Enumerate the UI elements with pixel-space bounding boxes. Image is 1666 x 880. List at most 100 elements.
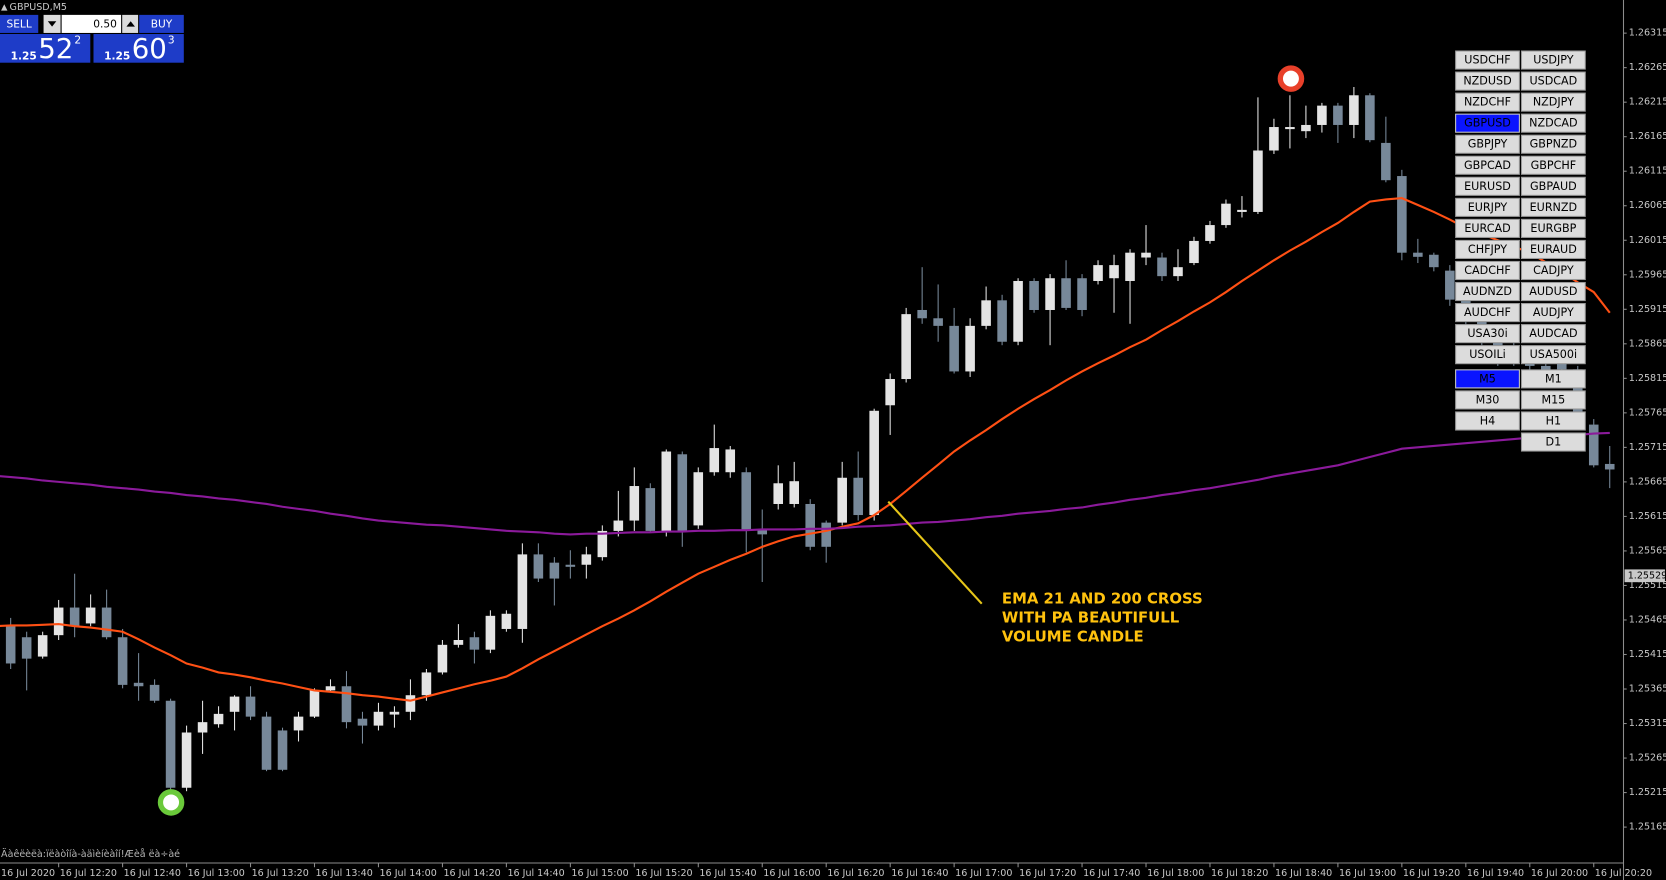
panel-button-label[interactable]: EURNZD — [1530, 201, 1577, 214]
panel-button[interactable] — [1520, 176, 1586, 196]
title-icon — [1, 4, 8, 11]
panel-button[interactable] — [1520, 134, 1586, 154]
panel-button[interactable] — [1455, 411, 1520, 431]
panel-button[interactable] — [1520, 71, 1586, 91]
ask-box[interactable] — [93, 34, 184, 63]
y-tick-label: 1.26015 — [1629, 235, 1666, 246]
panel-button[interactable] — [1455, 71, 1520, 91]
panel-button-label[interactable]: USDCAD — [1529, 75, 1577, 88]
panel-button[interactable] — [1455, 345, 1520, 365]
panel-button-label[interactable]: USA30i — [1467, 327, 1507, 340]
panel-button[interactable] — [1520, 303, 1586, 323]
sell-label[interactable]: SELL — [6, 17, 31, 30]
sell-button[interactable] — [0, 14, 39, 33]
lot-input[interactable] — [61, 14, 122, 33]
panel-button[interactable] — [1455, 155, 1520, 175]
panel-button[interactable] — [1520, 369, 1586, 389]
panel-button[interactable] — [1520, 155, 1586, 175]
panel-button-label[interactable]: H1 — [1546, 415, 1561, 428]
panel-button-label[interactable]: NZDCHF — [1464, 96, 1511, 109]
panel-button-label[interactable]: D1 — [1546, 436, 1562, 449]
panel-button-label[interactable]: EURGBP — [1530, 222, 1576, 235]
panel-button-label[interactable]: GBPCAD — [1464, 159, 1511, 172]
panel-button[interactable] — [1520, 324, 1586, 344]
buy-button[interactable] — [139, 14, 184, 33]
panel-button[interactable] — [1520, 345, 1586, 365]
panel-button-label[interactable]: GBPJPY — [1468, 138, 1508, 151]
x-tick-label: 16 Jul 18:20 — [1211, 868, 1268, 879]
panel-button-label[interactable]: USDCHF — [1464, 54, 1510, 67]
panel-button-label[interactable]: AUDCAD — [1529, 327, 1577, 340]
panel-button[interactable] — [1455, 134, 1520, 154]
x-tick-label: 16 Jul 13:00 — [188, 868, 245, 879]
panel-button[interactable] — [1520, 50, 1586, 70]
panel-button[interactable] — [1455, 176, 1520, 196]
panel-button[interactable] — [1455, 197, 1520, 217]
candle-body — [533, 554, 544, 579]
panel-button-label[interactable]: USOILi — [1469, 348, 1506, 361]
panel-button-label[interactable]: GBPNZD — [1530, 138, 1578, 151]
annotation-line: EMA 21 AND 200 CROSS — [1002, 589, 1203, 607]
panel-button[interactable] — [1520, 281, 1586, 302]
y-tick-label: 1.26065 — [1629, 200, 1666, 211]
bid-box[interactable] — [0, 34, 91, 63]
panel-button[interactable] — [1455, 281, 1520, 302]
panel-button-label[interactable]: M5 — [1479, 372, 1496, 385]
panel-button[interactable] — [1455, 369, 1520, 389]
panel-button[interactable] — [1520, 390, 1586, 410]
annotation-line: WITH PA BEAUTIFULL — [1002, 609, 1180, 627]
panel-button-label[interactable]: USDJPY — [1533, 54, 1574, 67]
panel-button-label[interactable]: EURUSD — [1464, 180, 1511, 193]
panel-button-label[interactable]: CADCHF — [1464, 264, 1511, 277]
candle-body — [85, 607, 96, 624]
panel-button-label[interactable]: M30 — [1476, 393, 1500, 406]
panel-button[interactable] — [1520, 260, 1586, 281]
panel-button[interactable] — [1455, 324, 1520, 344]
panel-button-label[interactable]: USA500i — [1530, 348, 1577, 361]
panel-button[interactable] — [1520, 197, 1586, 217]
panel-button-label[interactable]: NZDUSD — [1463, 75, 1511, 88]
panel-button-label[interactable]: EURJPY — [1468, 201, 1508, 214]
panel-button-label[interactable]: CHFJPY — [1468, 243, 1507, 256]
panel-button-label[interactable]: AUDCHF — [1464, 306, 1511, 319]
panel-button[interactable] — [1455, 92, 1520, 112]
candle-body — [1093, 265, 1103, 281]
panel-button[interactable] — [1520, 239, 1586, 260]
panel-button-label[interactable]: AUDJPY — [1533, 306, 1574, 319]
panel-button[interactable] — [1520, 432, 1586, 452]
panel-button-label[interactable]: AUDUSD — [1529, 285, 1577, 298]
panel-button[interactable] — [1520, 92, 1586, 112]
panel-button-label[interactable]: GBPAUD — [1530, 180, 1577, 193]
panel-button-label[interactable]: GBPUSD — [1464, 117, 1511, 130]
candle-body — [53, 607, 64, 636]
x-tick-label: 16 Jul 17:40 — [1083, 868, 1140, 879]
panel-button[interactable] — [1520, 113, 1586, 133]
lot-value[interactable]: 0.50 — [93, 17, 117, 30]
panel-button[interactable] — [1455, 260, 1520, 281]
panel-button-label[interactable]: AUDNZD — [1463, 285, 1512, 298]
panel-button[interactable] — [1520, 411, 1586, 431]
panel-button[interactable] — [1455, 113, 1520, 133]
panel-button-label[interactable]: H4 — [1480, 415, 1495, 428]
panel-button-label[interactable]: M15 — [1541, 393, 1565, 406]
panel-button-label[interactable]: GBPCHF — [1531, 159, 1577, 172]
panel-button-label[interactable]: NZDCAD — [1529, 117, 1578, 130]
candle-body — [885, 379, 895, 406]
panel-button-label[interactable]: EURAUD — [1530, 243, 1577, 256]
panel-button-label[interactable]: M1 — [1545, 372, 1562, 385]
candle-body — [613, 520, 624, 531]
panel-button-label[interactable]: EURCAD — [1464, 222, 1510, 235]
panel-button[interactable] — [1455, 390, 1520, 410]
panel-button-label[interactable]: NZDJPY — [1533, 96, 1574, 109]
panel-button[interactable] — [1455, 239, 1520, 260]
panel-button[interactable] — [1520, 218, 1586, 238]
panel-button[interactable] — [1455, 50, 1520, 70]
candle-body — [165, 700, 176, 788]
panel-button[interactable] — [1455, 218, 1520, 238]
y-tick-label: 1.25365 — [1629, 684, 1666, 695]
candle-body — [1189, 240, 1199, 264]
panel-button-label[interactable]: CADJPY — [1533, 264, 1574, 277]
panel-button[interactable] — [1455, 303, 1520, 323]
buy-label[interactable]: BUY — [151, 17, 173, 30]
